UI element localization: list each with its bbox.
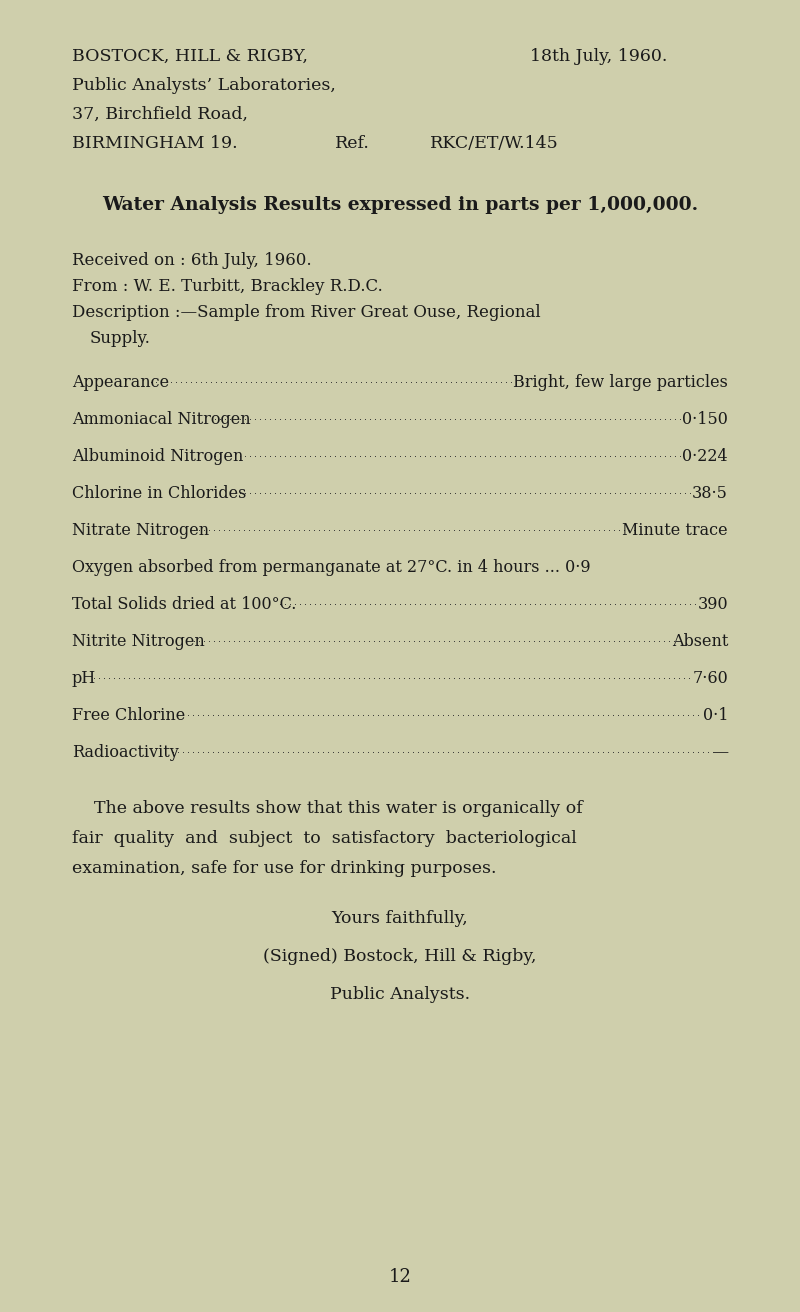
Text: (Signed) Bostock, Hill & Rigby,: (Signed) Bostock, Hill & Rigby, <box>263 949 537 966</box>
Text: 18th July, 1960.: 18th July, 1960. <box>530 49 667 66</box>
Text: Absent: Absent <box>672 632 728 649</box>
Text: 37, Birchfield Road,: 37, Birchfield Road, <box>72 106 248 123</box>
Text: From : W. E. Turbitt, Brackley R.D.C.: From : W. E. Turbitt, Brackley R.D.C. <box>72 278 382 295</box>
Text: 0·150: 0·150 <box>682 411 728 428</box>
Text: The above results show that this water is organically of: The above results show that this water i… <box>72 800 582 817</box>
Text: Water Analysis Results expressed in parts per 1,000,000.: Water Analysis Results expressed in part… <box>102 195 698 214</box>
Text: Minute trace: Minute trace <box>622 522 728 539</box>
Text: Nitrate Nitrogen: Nitrate Nitrogen <box>72 522 209 539</box>
Text: Received on : 6th July, 1960.: Received on : 6th July, 1960. <box>72 252 312 269</box>
Text: 12: 12 <box>389 1267 411 1286</box>
Text: Chlorine in Chlorides: Chlorine in Chlorides <box>72 485 246 502</box>
Text: examination, safe for use for drinking purposes.: examination, safe for use for drinking p… <box>72 859 497 876</box>
Text: Total Solids dried at 100°C.: Total Solids dried at 100°C. <box>72 596 296 613</box>
Text: Radioactivity: Radioactivity <box>72 744 178 761</box>
Text: Bright, few large particles: Bright, few large particles <box>513 374 728 391</box>
Text: Albuminoid Nitrogen: Albuminoid Nitrogen <box>72 447 243 464</box>
Text: 38·5: 38·5 <box>692 485 728 502</box>
Text: Public Analysts.: Public Analysts. <box>330 987 470 1002</box>
Text: Nitrite Nitrogen: Nitrite Nitrogen <box>72 632 205 649</box>
Text: BIRMINGHAM 19.: BIRMINGHAM 19. <box>72 135 238 152</box>
Text: 7·60: 7·60 <box>692 670 728 687</box>
Text: RKC/ET/W.145: RKC/ET/W.145 <box>430 135 558 152</box>
Text: —: — <box>712 744 728 761</box>
Text: Free Chlorine: Free Chlorine <box>72 707 186 724</box>
Text: 0·224: 0·224 <box>682 447 728 464</box>
Text: Supply.: Supply. <box>90 331 151 346</box>
Text: Description :—Sample from River Great Ouse, Regional: Description :—Sample from River Great Ou… <box>72 304 541 321</box>
Text: 390: 390 <box>698 596 728 613</box>
Text: Oxygen absorbed from permanganate at 27°C. in 4 hours ... 0·9: Oxygen absorbed from permanganate at 27°… <box>72 559 590 576</box>
Text: Ref.: Ref. <box>335 135 370 152</box>
Text: fair  quality  and  subject  to  satisfactory  bacteriological: fair quality and subject to satisfactory… <box>72 830 577 848</box>
Text: Yours faithfully,: Yours faithfully, <box>332 911 468 928</box>
Text: 0·1: 0·1 <box>702 707 728 724</box>
Text: Public Analysts’ Laboratories,: Public Analysts’ Laboratories, <box>72 77 336 94</box>
Text: Ammoniacal Nitrogen: Ammoniacal Nitrogen <box>72 411 250 428</box>
Text: Appearance: Appearance <box>72 374 169 391</box>
Text: pH: pH <box>72 670 96 687</box>
Text: BOSTOCK, HILL & RIGBY,: BOSTOCK, HILL & RIGBY, <box>72 49 308 66</box>
